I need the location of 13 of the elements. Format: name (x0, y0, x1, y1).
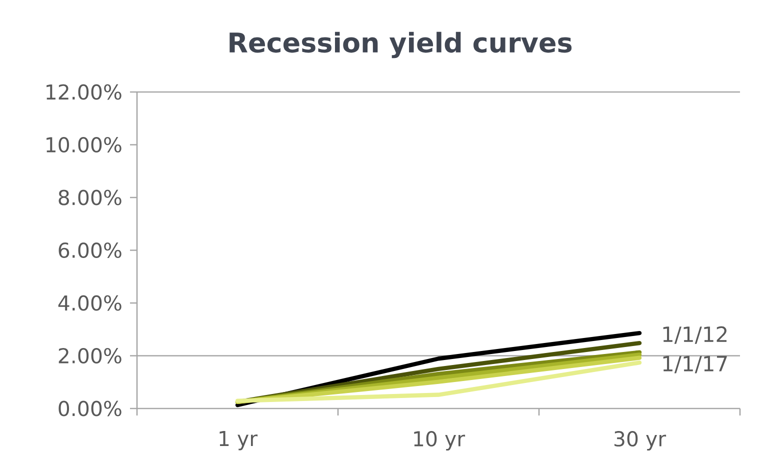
series-label: 1/1/12 (663, 326, 727, 344)
y-tick-label: 8.00% (58, 190, 122, 206)
series-label: 1/1/17 (663, 356, 727, 374)
chart-title: Recession yield curves (230, 32, 572, 58)
y-tick-label: 4.00% (58, 295, 122, 311)
y-tick-label: 12.00% (46, 84, 122, 100)
x-tick-label: 1 yr (220, 431, 258, 450)
x-tick-label: 30 yr (614, 431, 666, 450)
x-tick-label: 10 yr (414, 431, 466, 450)
y-tick-label: 2.00% (58, 348, 122, 364)
y-tick-label: 6.00% (58, 242, 122, 258)
y-tick-label: 0.00% (58, 400, 122, 416)
y-tick-label: 10.00% (46, 136, 122, 152)
